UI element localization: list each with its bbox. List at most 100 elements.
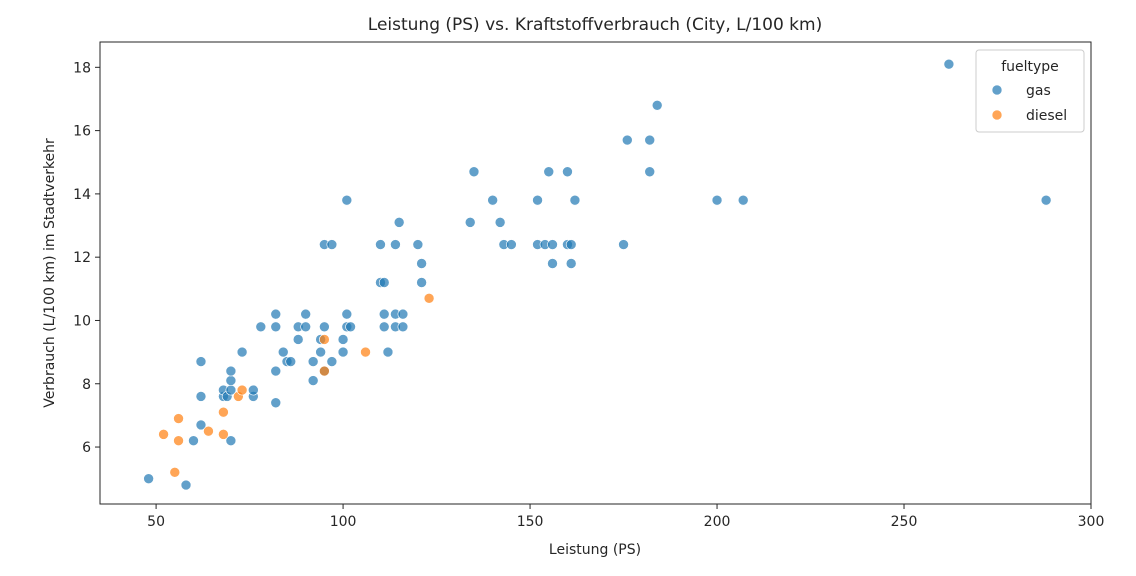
data-point-gas	[547, 239, 558, 250]
data-point-diesel	[173, 413, 184, 424]
x-tick-label: 300	[1078, 514, 1105, 530]
data-point-gas	[307, 356, 319, 367]
data-point-gas	[255, 321, 267, 333]
chart-title: Leistung (PS) vs. Kraftstoffverbrauch (C…	[368, 15, 822, 35]
axes-frame	[99, 41, 1092, 505]
data-point-gas	[487, 194, 498, 206]
data-point-gas	[188, 435, 199, 447]
data-point-gas	[943, 58, 955, 70]
data-point-gas	[412, 239, 424, 250]
x-axis: 50 100 150 200 250 300	[147, 504, 1104, 530]
data-point-gas	[341, 194, 353, 206]
legend-marker-diesel	[991, 109, 1003, 121]
data-point-gas	[375, 239, 386, 250]
data-point-gas	[562, 166, 573, 178]
data-point-gas	[195, 419, 207, 431]
data-point-gas	[644, 166, 656, 178]
data-point-gas	[393, 217, 405, 228]
data-point-gas	[337, 334, 349, 345]
data-point-gas	[292, 334, 304, 345]
data-point-gas	[737, 194, 749, 206]
legend-label-diesel: diesel	[1026, 108, 1067, 124]
plot-area	[143, 58, 1052, 491]
data-point-diesel	[169, 467, 181, 478]
y-tick-label: 16	[73, 124, 91, 140]
data-point-gas	[277, 346, 289, 358]
data-point-gas	[468, 166, 480, 178]
data-point-gas	[270, 321, 282, 333]
data-point-gas	[285, 356, 297, 367]
data-point-gas	[326, 356, 338, 367]
data-point-diesel	[203, 425, 214, 437]
y-axis: 6 8 10 12 14 16 18	[73, 60, 100, 456]
data-point-gas	[565, 239, 577, 250]
data-point-gas	[300, 321, 311, 333]
data-point-gas	[416, 277, 427, 288]
data-point-gas	[270, 397, 282, 409]
data-point-gas	[569, 194, 581, 206]
data-point-gas	[195, 356, 207, 367]
data-point-diesel	[319, 334, 330, 345]
data-point-gas	[195, 391, 207, 402]
x-tick-label: 100	[330, 514, 357, 530]
data-point-gas	[378, 321, 390, 333]
data-point-gas	[416, 258, 427, 269]
data-point-gas	[225, 365, 237, 377]
data-point-gas	[711, 194, 723, 206]
x-tick-label: 150	[517, 514, 544, 530]
series-diesel	[158, 293, 435, 478]
y-tick-label: 12	[73, 250, 91, 266]
data-point-gas	[464, 217, 476, 228]
x-axis-label: Leistung (PS)	[549, 542, 641, 558]
data-point-gas	[651, 99, 663, 111]
y-tick-label: 6	[82, 440, 91, 456]
data-point-diesel	[218, 429, 229, 440]
data-point-gas	[225, 375, 237, 386]
data-point-gas	[319, 321, 330, 333]
data-point-diesel	[218, 406, 229, 418]
data-point-gas	[236, 346, 248, 358]
x-tick-label: 200	[704, 514, 731, 530]
data-point-gas	[644, 134, 656, 146]
y-tick-label: 18	[73, 60, 91, 76]
data-point-gas	[143, 473, 154, 484]
data-point-gas	[390, 239, 401, 250]
legend-title: fueltype	[1001, 59, 1059, 75]
data-point-gas	[1040, 194, 1052, 206]
data-point-gas	[248, 384, 259, 396]
data-point-gas	[270, 365, 282, 377]
legend-marker-gas	[991, 84, 1003, 96]
data-point-gas	[397, 321, 409, 333]
data-point-gas	[397, 308, 409, 320]
y-tick-label: 10	[73, 313, 91, 329]
x-tick-label: 50	[147, 514, 165, 530]
data-point-gas	[565, 258, 577, 269]
data-point-gas	[378, 308, 390, 320]
data-point-gas	[270, 308, 282, 320]
data-point-diesel	[360, 346, 371, 358]
data-point-diesel	[319, 365, 330, 377]
data-point-gas	[345, 321, 356, 333]
data-point-gas	[382, 346, 394, 358]
data-point-gas	[378, 277, 390, 288]
data-point-diesel	[423, 293, 435, 304]
data-point-gas	[307, 375, 319, 386]
data-point-gas	[618, 239, 629, 250]
data-point-diesel	[158, 429, 169, 440]
data-point-gas	[300, 308, 311, 320]
data-point-diesel	[173, 435, 184, 447]
series-gas	[143, 58, 1052, 491]
legend: fueltype gas diesel	[975, 49, 1085, 133]
data-point-gas	[315, 346, 326, 358]
y-tick-label: 8	[82, 377, 91, 393]
legend-label-gas: gas	[1026, 83, 1051, 99]
data-point-gas	[547, 258, 558, 269]
data-point-gas	[326, 239, 338, 250]
y-axis-label: Verbrauch (L/100 km) im Stadtverkehr	[42, 138, 58, 408]
data-point-gas	[337, 346, 349, 358]
data-point-gas	[494, 217, 506, 228]
data-point-gas	[225, 435, 237, 447]
data-point-gas	[543, 166, 555, 178]
